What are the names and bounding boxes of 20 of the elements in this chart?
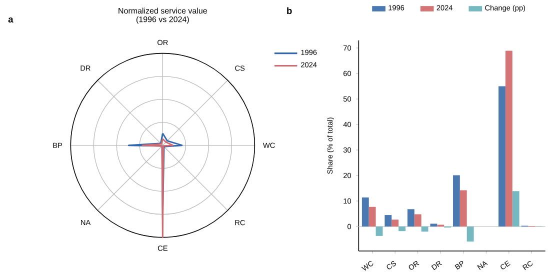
bar: [430, 224, 438, 227]
bar: [460, 190, 467, 227]
bar: [466, 226, 474, 242]
bar: [398, 226, 406, 232]
bar: [452, 175, 460, 227]
bar: [362, 197, 369, 227]
bar: [368, 206, 376, 227]
bar: [498, 86, 506, 227]
chart-title: Normalized service value: [118, 8, 207, 14]
bar: [505, 50, 512, 227]
text: a: [8, 17, 14, 23]
bar: [414, 214, 422, 227]
bar: [376, 226, 383, 236]
chart-subtitle: (1996 vs 2024): [136, 16, 189, 24]
bar: [407, 209, 414, 227]
bar: [512, 191, 520, 227]
bar: [384, 215, 392, 227]
bar: [421, 226, 428, 232]
text: b: [287, 7, 292, 14]
bar: [392, 220, 399, 227]
